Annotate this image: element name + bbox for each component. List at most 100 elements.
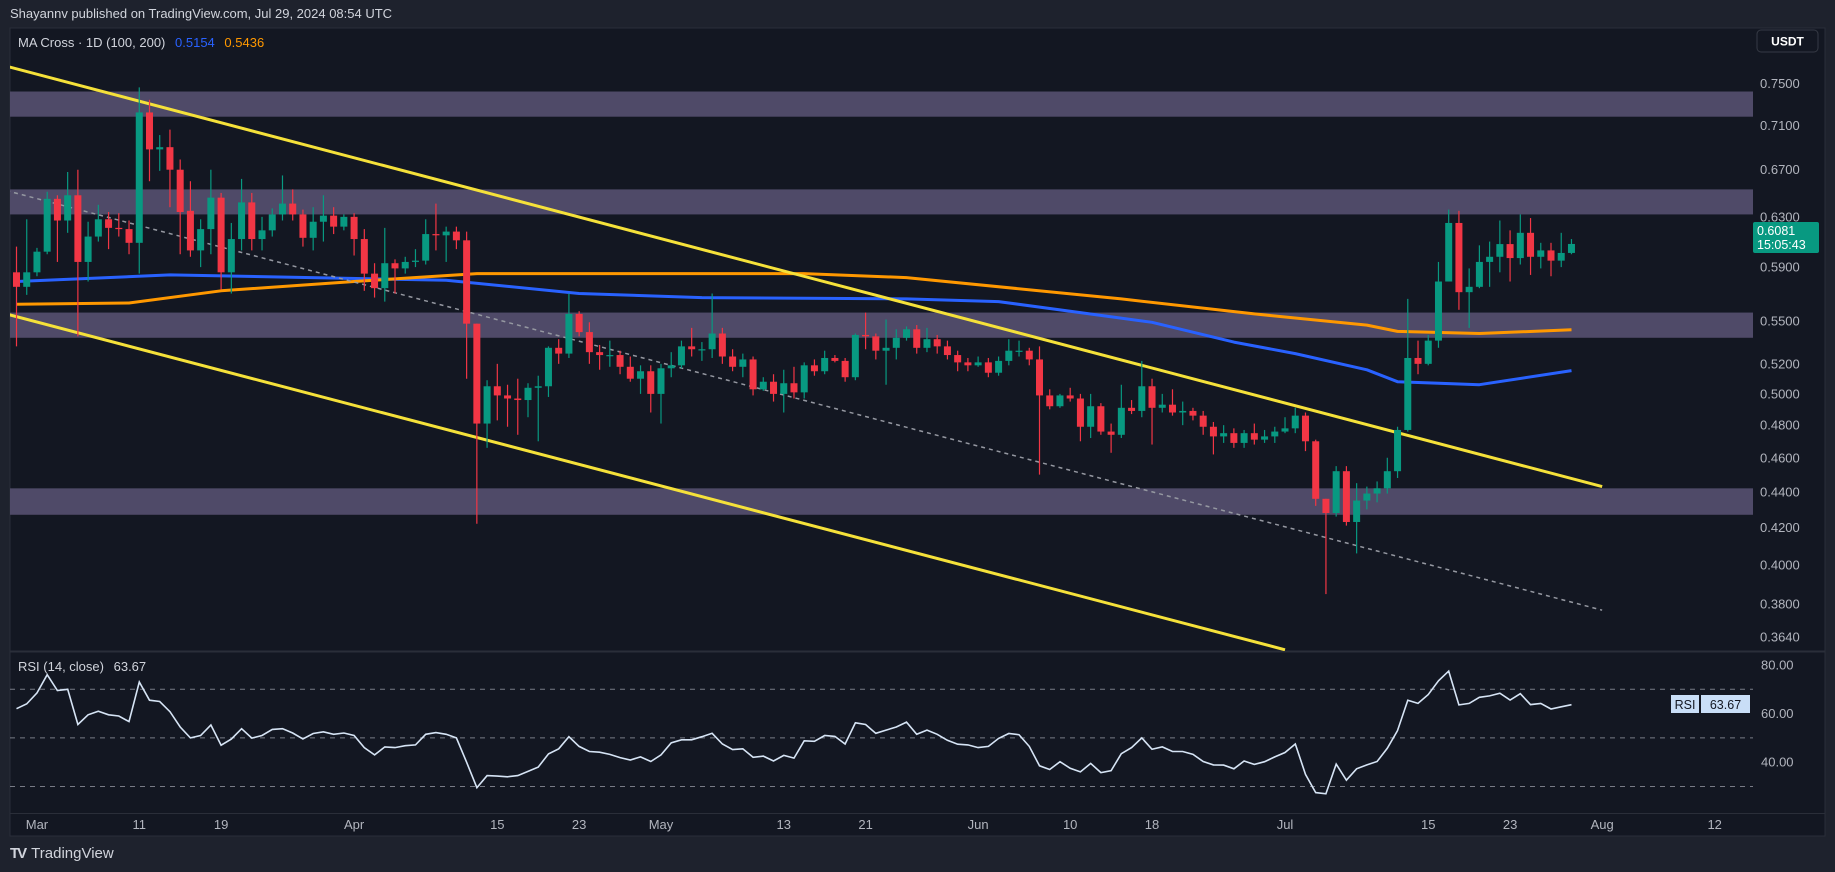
candle[interactable]	[544, 346, 552, 397]
candle[interactable]	[289, 189, 297, 221]
candle[interactable]	[1363, 486, 1371, 510]
candle[interactable]	[514, 378, 522, 435]
candle[interactable]	[1281, 417, 1289, 434]
candle[interactable]	[708, 293, 716, 358]
candle[interactable]	[575, 311, 583, 337]
candle[interactable]	[1353, 483, 1361, 554]
candle[interactable]	[606, 340, 614, 367]
candle[interactable]	[401, 256, 409, 274]
candle[interactable]	[23, 219, 31, 295]
candle[interactable]	[1342, 466, 1350, 526]
ma100-line[interactable]	[16, 273, 1572, 387]
candle[interactable]	[483, 380, 491, 448]
candle[interactable]	[493, 363, 501, 421]
candle[interactable]	[657, 363, 665, 424]
currency-button[interactable]: USDT	[1756, 29, 1819, 53]
zone-3[interactable]	[10, 488, 1753, 515]
candle[interactable]	[43, 191, 51, 255]
candle[interactable]	[1230, 428, 1238, 448]
candle[interactable]	[371, 263, 379, 298]
candle[interactable]	[391, 259, 399, 294]
candle[interactable]	[278, 175, 286, 221]
candle[interactable]	[176, 159, 184, 255]
candle[interactable]	[299, 209, 307, 247]
price-pane[interactable]	[6, 65, 1753, 651]
candle[interactable]	[1117, 384, 1125, 439]
candle[interactable]	[923, 327, 931, 353]
candle[interactable]	[913, 325, 921, 354]
candle[interactable]	[626, 356, 634, 382]
candle[interactable]	[810, 359, 818, 376]
candle[interactable]	[33, 247, 41, 277]
candle[interactable]	[882, 319, 890, 385]
candle[interactable]	[1547, 242, 1555, 277]
candle[interactable]	[770, 374, 778, 402]
candle[interactable]	[258, 216, 266, 251]
candle[interactable]	[1383, 457, 1391, 494]
candle[interactable]	[821, 350, 829, 375]
candle[interactable]	[74, 169, 82, 337]
candle[interactable]	[729, 349, 737, 372]
candle[interactable]	[473, 323, 481, 524]
candle[interactable]	[145, 99, 153, 182]
candle[interactable]	[94, 204, 102, 242]
candle[interactable]	[1261, 429, 1269, 443]
candle[interactable]	[677, 340, 685, 369]
candle[interactable]	[759, 377, 767, 391]
candle[interactable]	[831, 355, 839, 363]
rsi-legend[interactable]: RSI (14, close) 63.67	[18, 659, 146, 674]
candle[interactable]	[739, 353, 747, 378]
candle[interactable]	[1567, 239, 1575, 255]
candle[interactable]	[954, 350, 962, 372]
candle[interactable]	[1271, 426, 1279, 443]
candle[interactable]	[1046, 389, 1054, 410]
candle[interactable]	[463, 231, 471, 379]
candle[interactable]	[1373, 481, 1381, 503]
price-axis[interactable]: 0.7500 0.7100 0.6700 0.6300 0.5900 0.5500 0.52…	[1760, 76, 1800, 645]
candle[interactable]	[585, 322, 593, 364]
trendline-0[interactable]	[6, 65, 1603, 489]
candle[interactable]	[698, 342, 706, 361]
candle[interactable]	[1394, 426, 1402, 479]
candle[interactable]	[1322, 498, 1330, 595]
ma-legend[interactable]: MA Cross · 1D (100, 200) 0.5154 0.5436	[18, 35, 264, 50]
candle[interactable]	[1148, 378, 1156, 445]
candle[interactable]	[616, 350, 624, 375]
candle[interactable]	[749, 356, 757, 396]
footer-brand[interactable]: TV TradingView	[10, 845, 114, 862]
candle[interactable]	[647, 365, 655, 413]
candle[interactable]	[1424, 334, 1432, 366]
candle[interactable]	[1301, 412, 1309, 452]
candle[interactable]	[1025, 347, 1033, 366]
candle[interactable]	[974, 356, 982, 367]
candle[interactable]	[84, 221, 92, 282]
candle[interactable]	[105, 212, 113, 250]
candle[interactable]	[872, 333, 880, 360]
candle[interactable]	[1128, 400, 1136, 415]
candle[interactable]	[1158, 393, 1166, 413]
candle[interactable]	[350, 213, 358, 256]
candle[interactable]	[780, 369, 788, 413]
candle[interactable]	[166, 129, 174, 208]
candle[interactable]	[851, 333, 859, 381]
candle[interactable]	[1434, 261, 1442, 348]
candle[interactable]	[1250, 423, 1258, 445]
zone-0[interactable]	[10, 91, 1753, 117]
candle[interactable]	[1168, 389, 1176, 416]
candle[interactable]	[964, 357, 972, 372]
time-axis[interactable]: Mar 11 19 Apr 15 23 May 13 21 Jun 10 18 Jul 15 23 Aug 12	[26, 817, 1722, 832]
candle[interactable]	[1199, 410, 1207, 435]
candle[interactable]	[1465, 268, 1473, 328]
candle[interactable]	[1015, 340, 1023, 357]
candle[interactable]	[1189, 407, 1197, 421]
candle[interactable]	[995, 356, 1003, 376]
candle[interactable]	[381, 227, 389, 302]
candle[interactable]	[156, 135, 164, 171]
candle[interactable]	[432, 203, 440, 251]
candle[interactable]	[1179, 401, 1187, 426]
candle[interactable]	[1097, 403, 1105, 435]
candle[interactable]	[309, 207, 317, 251]
candle[interactable]	[115, 213, 123, 237]
candle[interactable]	[790, 366, 798, 399]
